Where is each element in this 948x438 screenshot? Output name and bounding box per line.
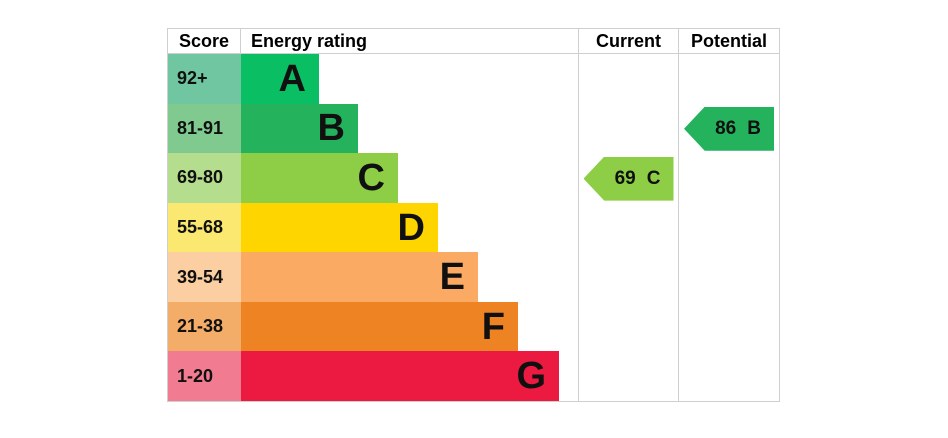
current-score: 69 xyxy=(614,167,636,189)
potential-rating-arrow: 86 B xyxy=(684,106,774,151)
potential-column: Potential 86 B xyxy=(678,29,780,401)
band-bar: E xyxy=(241,252,478,302)
band-row-e: 39-54 E xyxy=(168,252,578,302)
epc-chart: Score Energy rating 92+ A 81-91 B 69-80 … xyxy=(167,28,780,402)
current-column-header: Current xyxy=(579,29,678,54)
band-score-range: 39-54 xyxy=(168,252,241,302)
band-letter: C xyxy=(357,156,385,199)
potential-letter: B xyxy=(747,117,761,139)
band-score-range: 92+ xyxy=(168,54,241,104)
band-score-range: 1-20 xyxy=(168,351,241,402)
band-letter: D xyxy=(397,206,425,249)
band-rows: 92+ A 81-91 B 69-80 C 55-68 D 39-54 E xyxy=(168,54,578,402)
band-bar: G xyxy=(241,351,559,402)
band-row-b: 81-91 B xyxy=(168,103,578,154)
band-bar: F xyxy=(241,301,518,352)
band-score-range: 69-80 xyxy=(168,153,241,203)
score-column-header: Score xyxy=(168,29,241,53)
potential-score: 86 xyxy=(715,117,737,139)
current-letter: C xyxy=(646,167,661,189)
table-header-row: Score Energy rating xyxy=(168,29,578,54)
band-score-range: 21-38 xyxy=(168,301,241,352)
current-column: Current 69 C xyxy=(578,29,678,401)
potential-column-header: Potential xyxy=(679,29,779,54)
energy-rating-column-header: Energy rating xyxy=(251,31,368,51)
band-row-g: 1-20 G xyxy=(168,351,578,402)
band-row-f: 21-38 F xyxy=(168,301,578,352)
band-letter: G xyxy=(516,355,546,398)
band-letter: B xyxy=(317,107,345,150)
band-bar: B xyxy=(241,103,358,154)
band-bar: A xyxy=(241,54,319,104)
rating-table: Score Energy rating 92+ A 81-91 B 69-80 … xyxy=(167,29,578,402)
band-row-c: 69-80 C xyxy=(168,153,578,203)
band-letter: E xyxy=(439,256,465,299)
band-bar: D xyxy=(241,202,438,253)
band-bar: C xyxy=(241,153,398,203)
band-letter: A xyxy=(278,57,306,100)
band-score-range: 81-91 xyxy=(168,103,241,154)
potential-arrow-slot: 86 B xyxy=(679,104,779,154)
band-letter: F xyxy=(481,305,505,348)
current-arrow-slot: 69 C xyxy=(579,154,678,204)
current-rating-arrow: 69 C xyxy=(583,156,674,201)
band-score-range: 55-68 xyxy=(168,202,241,253)
band-row-a: 92+ A xyxy=(168,54,578,104)
band-row-d: 55-68 D xyxy=(168,202,578,253)
